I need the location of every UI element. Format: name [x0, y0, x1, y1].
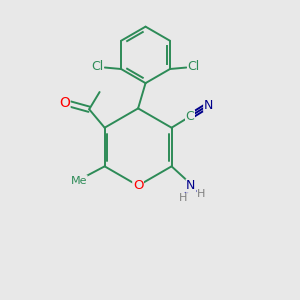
Text: N: N	[204, 99, 213, 112]
Text: O: O	[59, 96, 70, 110]
Text: C: C	[186, 110, 194, 123]
Text: N: N	[186, 179, 196, 192]
Text: Cl: Cl	[188, 60, 200, 73]
Text: O: O	[133, 179, 143, 192]
Text: Cl: Cl	[91, 60, 104, 73]
Text: Me: Me	[70, 176, 87, 186]
Text: H: H	[197, 189, 206, 199]
Text: H: H	[178, 194, 187, 203]
